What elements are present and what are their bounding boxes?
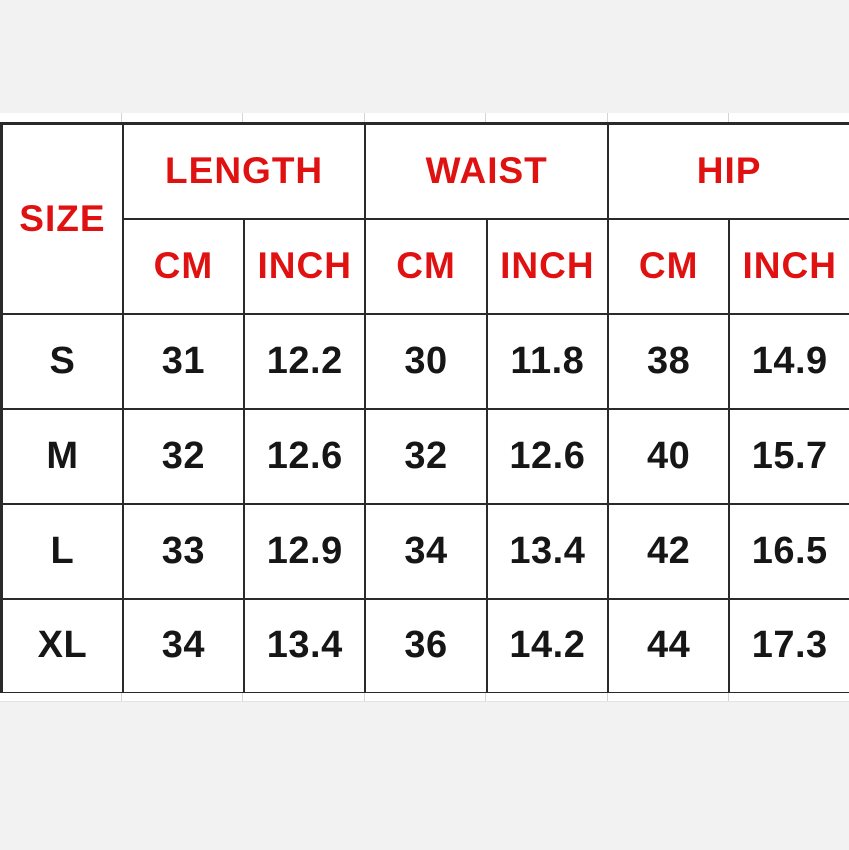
value-cell: 32 [364, 407, 488, 505]
size-cell: L [0, 502, 124, 600]
table-row-m: M 32 12.6 32 12.6 40 15.7 [0, 407, 849, 505]
divider [364, 113, 365, 122]
divider [485, 113, 486, 122]
value-cell: 12.6 [485, 407, 610, 505]
table-row-xl: XL 34 13.4 36 14.2 44 17.3 [0, 597, 849, 695]
value-cell: 17.3 [728, 597, 849, 695]
table-row-s: S 31 12.2 30 11.8 38 14.9 [0, 312, 849, 410]
divider [242, 113, 243, 122]
value-cell: 36 [364, 597, 488, 695]
divider [364, 693, 365, 701]
value-cell: 13.4 [485, 502, 610, 600]
unit-header-waist-inch: INCH [485, 217, 610, 315]
group-header-waist: WAIST [364, 122, 610, 220]
size-cell: M [0, 407, 124, 505]
table-row-l: L 33 12.9 34 13.4 42 16.5 [0, 502, 849, 600]
value-cell: 12.9 [243, 502, 367, 600]
group-header-hip: HIP [607, 122, 849, 220]
group-header-length: LENGTH [121, 122, 367, 220]
size-cell: XL [0, 597, 124, 695]
size-cell: S [0, 312, 124, 410]
value-cell: 33 [121, 502, 246, 600]
value-cell: 13.4 [243, 597, 367, 695]
size-chart: SIZE LENGTH WAIST HIP CM INCH CM INCH CM… [0, 122, 849, 695]
divider [728, 113, 729, 122]
divider [728, 693, 729, 701]
value-cell: 12.2 [243, 312, 367, 410]
divider [242, 693, 243, 701]
divider [121, 113, 122, 122]
value-cell: 31 [121, 312, 246, 410]
value-cell: 16.5 [728, 502, 849, 600]
value-cell: 12.6 [243, 407, 367, 505]
divider [607, 693, 608, 701]
divider [607, 113, 608, 122]
unit-header-length-inch: INCH [243, 217, 367, 315]
value-cell: 40 [607, 407, 731, 505]
unit-header-waist-cm: CM [364, 217, 488, 315]
size-chart-table: SIZE LENGTH WAIST HIP CM INCH CM INCH CM… [0, 122, 849, 695]
value-cell: 15.7 [728, 407, 849, 505]
unit-header-length-cm: CM [121, 217, 246, 315]
divider [485, 693, 486, 701]
corner-header-size: SIZE [0, 122, 124, 315]
unit-header-hip-cm: CM [607, 217, 731, 315]
value-cell: 14.2 [485, 597, 610, 695]
value-cell: 14.9 [728, 312, 849, 410]
value-cell: 34 [121, 597, 246, 695]
unit-header-hip-inch: INCH [728, 217, 849, 315]
divider [121, 693, 122, 701]
value-cell: 32 [121, 407, 246, 505]
value-cell: 38 [607, 312, 731, 410]
cropped-row-above [0, 113, 849, 122]
value-cell: 44 [607, 597, 731, 695]
value-cell: 11.8 [485, 312, 610, 410]
value-cell: 30 [364, 312, 488, 410]
value-cell: 42 [607, 502, 731, 600]
value-cell: 34 [364, 502, 488, 600]
cropped-row-below [0, 693, 849, 702]
